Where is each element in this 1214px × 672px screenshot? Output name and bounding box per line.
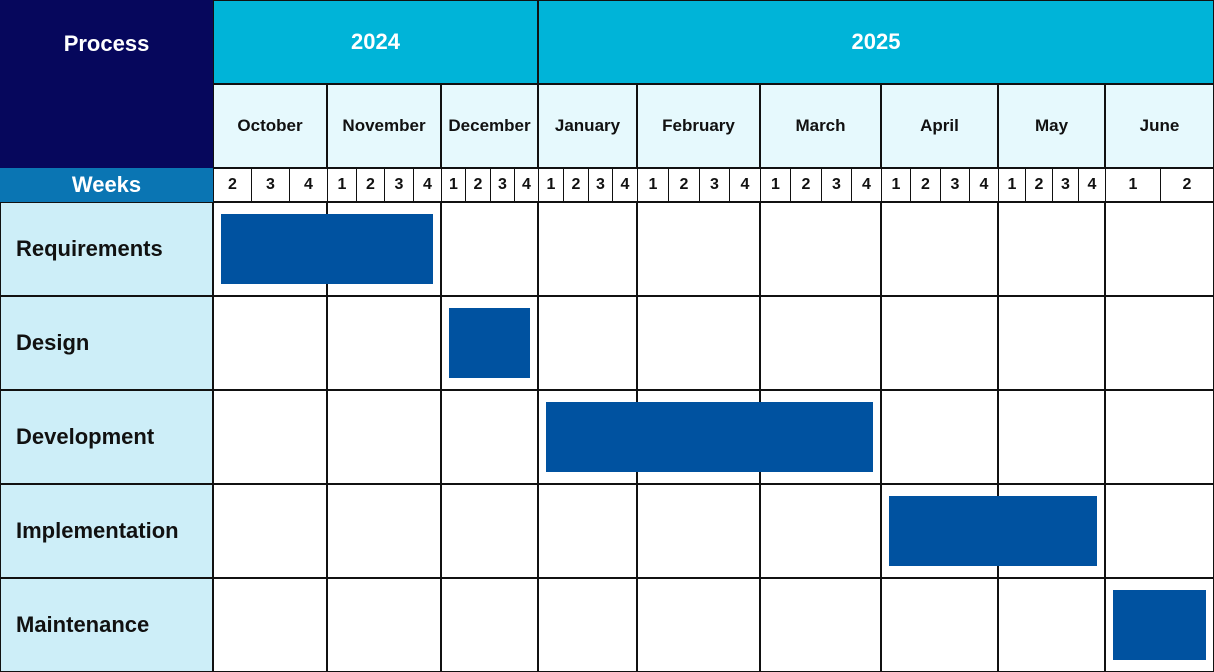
grid-cell: [637, 484, 760, 578]
week-label: 3: [384, 168, 413, 202]
year-header: 2024: [213, 0, 538, 84]
grid-cell: [760, 578, 881, 672]
task-bar: [221, 214, 433, 284]
month-header: February: [637, 84, 760, 168]
week-label: 2: [668, 168, 699, 202]
grid-cell: [881, 390, 998, 484]
grid-cell: [213, 484, 327, 578]
week-label: 1: [327, 168, 356, 202]
grid-cell: [327, 578, 441, 672]
week-label: 2: [563, 168, 588, 202]
grid-cell: [213, 578, 327, 672]
week-label: 4: [413, 168, 441, 202]
grid-cell: [1105, 484, 1214, 578]
grid-cell: [538, 202, 637, 296]
grid-cell: [760, 296, 881, 390]
grid-cell: [538, 484, 637, 578]
week-label: 1: [441, 168, 465, 202]
grid-cell: [881, 202, 998, 296]
week-label: 1: [881, 168, 910, 202]
grid-cell: [760, 202, 881, 296]
grid-cell: [637, 296, 760, 390]
grid-cell: [637, 578, 760, 672]
week-label: 4: [969, 168, 998, 202]
week-label: 2: [356, 168, 384, 202]
grid-cell: [881, 578, 998, 672]
year-header: 2025: [538, 0, 1214, 84]
week-label: 1: [998, 168, 1025, 202]
grid-cell: [1105, 202, 1214, 296]
month-header: November: [327, 84, 441, 168]
grid-cell: [998, 296, 1105, 390]
weeks-header: Weeks: [0, 168, 213, 202]
week-label: 2: [213, 168, 251, 202]
grid-cell: [881, 296, 998, 390]
grid-cell: [441, 202, 538, 296]
month-header: October: [213, 84, 327, 168]
task-label: Design: [0, 296, 213, 390]
week-label: 1: [1105, 168, 1160, 202]
week-label: 2: [465, 168, 490, 202]
week-label: 1: [538, 168, 563, 202]
grid-cell: [998, 578, 1105, 672]
grid-cell: [538, 296, 637, 390]
week-label: 3: [251, 168, 289, 202]
task-label: Maintenance: [0, 578, 213, 672]
week-label: 4: [289, 168, 327, 202]
task-label: Implementation: [0, 484, 213, 578]
month-header: January: [538, 84, 637, 168]
task-bar: [1113, 590, 1206, 660]
week-label: 3: [490, 168, 514, 202]
task-label: Requirements: [0, 202, 213, 296]
grid-cell: [998, 202, 1105, 296]
week-label: 3: [588, 168, 612, 202]
week-label: 2: [1160, 168, 1214, 202]
week-label: 1: [760, 168, 790, 202]
month-header: March: [760, 84, 881, 168]
grid-cell: [327, 390, 441, 484]
week-label: 3: [940, 168, 969, 202]
grid-cell: [1105, 296, 1214, 390]
grid-cell: [760, 484, 881, 578]
month-header: April: [881, 84, 998, 168]
grid-cell: [538, 578, 637, 672]
month-header: May: [998, 84, 1105, 168]
week-label: 4: [1078, 168, 1105, 202]
week-label: 4: [851, 168, 881, 202]
week-label: 3: [1052, 168, 1078, 202]
week-label: 3: [821, 168, 851, 202]
grid-cell: [327, 484, 441, 578]
grid-cell: [441, 578, 538, 672]
task-bar: [889, 496, 1097, 566]
grid-cell: [327, 296, 441, 390]
week-label: 4: [612, 168, 637, 202]
week-label: 2: [910, 168, 940, 202]
week-label: 3: [699, 168, 729, 202]
grid-cell: [213, 296, 327, 390]
week-label: 1: [637, 168, 668, 202]
task-bar: [546, 402, 873, 472]
grid-cell: [441, 390, 538, 484]
grid-cell: [998, 390, 1105, 484]
grid-cell: [1105, 390, 1214, 484]
week-label: 4: [729, 168, 760, 202]
month-header: December: [441, 84, 538, 168]
process-header: Process: [0, 0, 213, 168]
task-label: Development: [0, 390, 213, 484]
task-bar: [449, 308, 530, 378]
month-header: June: [1105, 84, 1214, 168]
grid-cell: [637, 202, 760, 296]
grid-cell: [441, 484, 538, 578]
week-label: 2: [790, 168, 821, 202]
grid-cell: [213, 390, 327, 484]
week-label: 2: [1025, 168, 1052, 202]
week-label: 4: [514, 168, 538, 202]
